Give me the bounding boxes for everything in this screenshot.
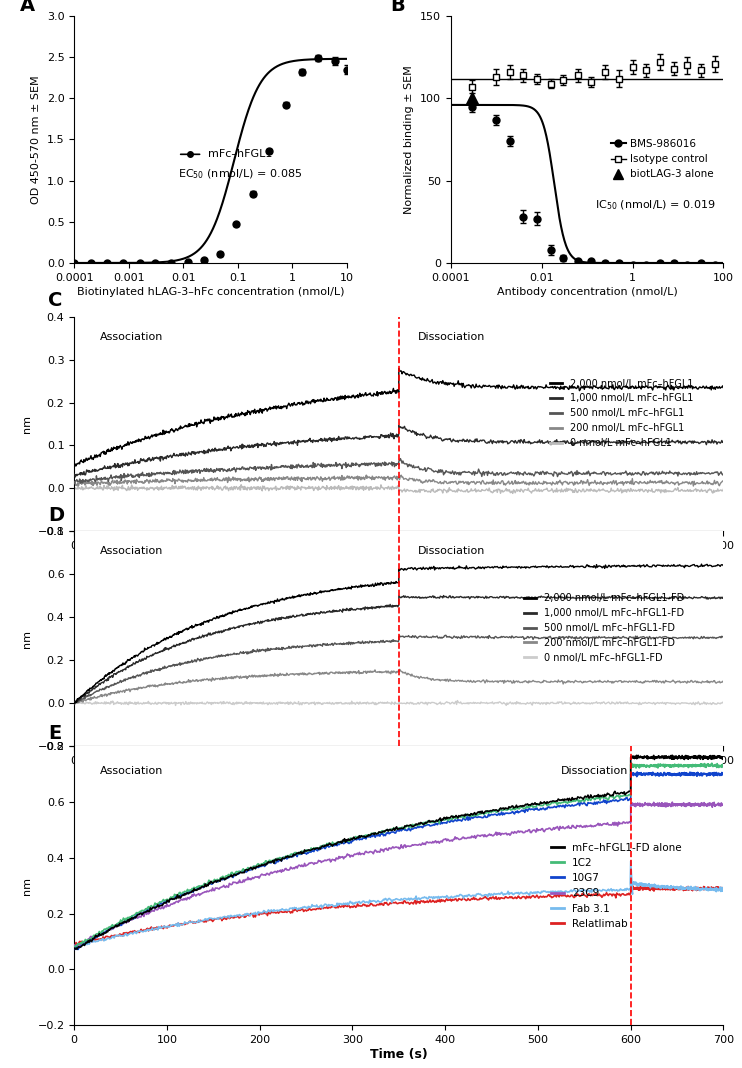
Text: E: E xyxy=(48,724,62,742)
Text: B: B xyxy=(390,0,405,15)
Text: Association: Association xyxy=(100,547,163,556)
Text: EC$_{50}$ (nmol/L) = 0.085: EC$_{50}$ (nmol/L) = 0.085 xyxy=(178,168,302,180)
Y-axis label: nm: nm xyxy=(22,415,32,433)
Text: Dissociation: Dissociation xyxy=(561,766,628,775)
Legend: mFc–hFGL1-FD alone, 1C2, 10G7, 23C9, Fab 3.1, Relatlimab: mFc–hFGL1-FD alone, 1C2, 10G7, 23C9, Fab… xyxy=(547,838,686,932)
Text: IC$_{50}$ (nmol/L) = 0.019: IC$_{50}$ (nmol/L) = 0.019 xyxy=(595,199,716,213)
X-axis label: Time (s): Time (s) xyxy=(370,1048,427,1061)
X-axis label: Time (s): Time (s) xyxy=(370,769,427,782)
X-axis label: Time (s): Time (s) xyxy=(370,554,427,567)
Y-axis label: OD 450-570 nm ± SEM: OD 450-570 nm ± SEM xyxy=(31,75,41,204)
Legend: BMS-986016, Isotype control, biotLAG-3 alone: BMS-986016, Isotype control, biotLAG-3 a… xyxy=(606,135,718,184)
Legend: 2,000 nmol/L mFc–hFGL1, 1,000 nmol/L mFc–hFGL1, 500 nmol/L mFc–hFGL1, 200 nmol/L: 2,000 nmol/L mFc–hFGL1, 1,000 nmol/L mFc… xyxy=(547,375,697,452)
X-axis label: Antibody concentration (nmol/L): Antibody concentration (nmol/L) xyxy=(496,287,677,297)
Text: C: C xyxy=(48,290,62,310)
Text: D: D xyxy=(48,505,65,524)
Text: Association: Association xyxy=(100,332,163,342)
Text: A: A xyxy=(19,0,35,15)
Text: mFc–hFGL1: mFc–hFGL1 xyxy=(208,150,272,159)
Text: Dissociation: Dissociation xyxy=(418,547,486,556)
Text: Dissociation: Dissociation xyxy=(418,332,486,342)
X-axis label: Biotinylated hLAG-3–hFc concentration (nmol/L): Biotinylated hLAG-3–hFc concentration (n… xyxy=(77,287,344,297)
Y-axis label: nm: nm xyxy=(22,630,32,648)
Y-axis label: nm: nm xyxy=(22,877,32,895)
Legend: 2,000 nmol/L mFc–hFGL1-FD, 1,000 nmol/L mFc–hFGL1-FD, 500 nmol/L mFc–hFGL1-FD, 2: 2,000 nmol/L mFc–hFGL1-FD, 1,000 nmol/L … xyxy=(521,590,688,666)
Y-axis label: Normalized binding ± SEM: Normalized binding ± SEM xyxy=(404,65,414,214)
Text: Association: Association xyxy=(100,766,163,775)
